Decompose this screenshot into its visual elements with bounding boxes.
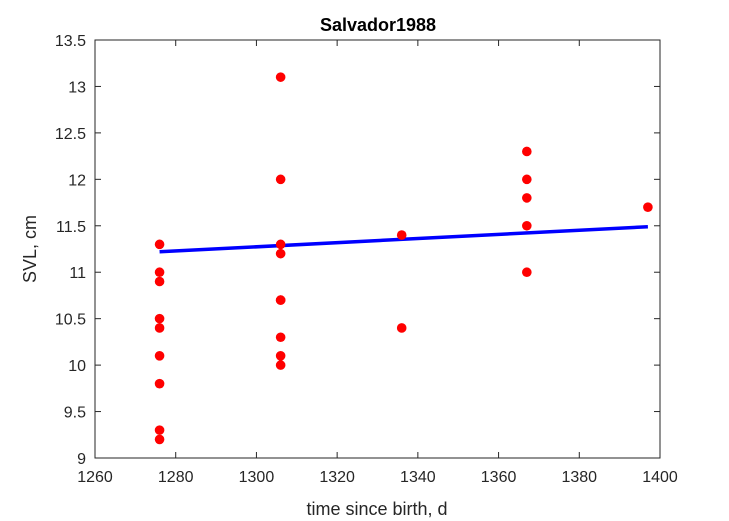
data-point [275,351,286,361]
y-tick-label: 11.5 [56,219,86,236]
data-point [275,332,286,343]
data-point [396,230,407,240]
x-tick-label: 1380 [561,469,597,486]
x-tick-label: 1340 [400,469,436,486]
data-point [154,313,165,324]
x-axis-label: time since birth, d [306,499,447,519]
y-axis-label: SVL, cm [20,215,40,283]
data-point [643,202,653,212]
data-point [154,378,165,389]
y-tick-label: 11 [69,265,86,282]
data-point [522,267,532,278]
y-tick-label: 10.5 [55,312,86,329]
axis-ticks: 1260 1280 1300 1320 1340 1360 1380 1400 9 9.5 10 10… [55,33,678,486]
data-point [522,193,532,203]
data-point [275,174,286,185]
data-point [396,323,407,333]
series-layer [154,72,653,445]
data-point [154,267,165,278]
y-tick-label: 10 [68,358,86,375]
data-point [154,276,165,287]
data-point [275,72,286,82]
data-point [275,295,286,305]
data-point [154,239,165,250]
plot-area: 1260 1280 1300 1320 1340 1360 1380 1400 9 9.5 10 10… [55,33,678,486]
data-point [154,323,165,333]
data-point [522,174,532,185]
x-tick-label: 1320 [319,469,355,486]
x-tick-label: 1360 [481,469,517,486]
data-point [275,248,286,259]
x-tick-label: 1280 [158,469,194,486]
data-point [154,434,165,445]
x-tick-label: 1300 [239,469,275,486]
y-tick-label: 12.5 [55,126,86,143]
data-point [275,360,286,370]
data-point [522,220,532,231]
data-point [154,425,165,435]
x-tick-label: 1400 [642,469,678,486]
x-tick-label: 1260 [77,469,113,486]
y-tick-label: 9.5 [64,405,86,422]
y-tick-label: 12 [68,172,86,189]
chart-title: Salvador1988 [320,15,436,35]
y-tick-label: 13.5 [55,33,86,50]
y-tick-label: 13 [68,79,86,96]
y-tick-label: 9 [77,451,86,468]
data-point [154,351,165,361]
data-point [275,239,286,250]
data-point [522,146,532,157]
